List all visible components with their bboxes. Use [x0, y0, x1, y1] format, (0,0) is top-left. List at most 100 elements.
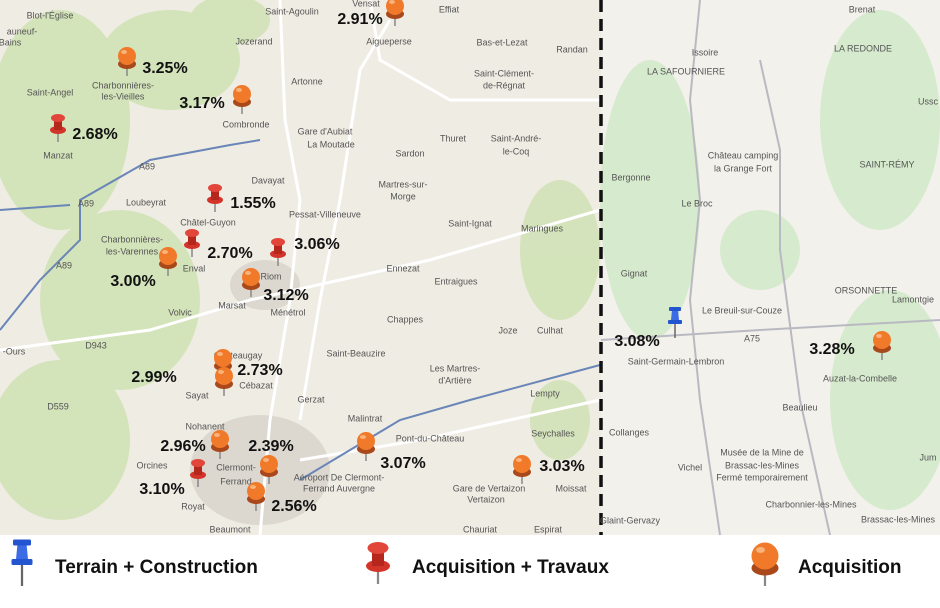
place-name: le-Coq [503, 146, 530, 156]
red-pin [207, 184, 223, 212]
orange-pin [751, 542, 779, 586]
place-name: Jum [919, 452, 936, 462]
pin-head [233, 85, 251, 103]
place-name: Beaulieu [782, 402, 817, 412]
place-name: A75 [744, 333, 760, 343]
pin-head [513, 455, 531, 473]
place-name: Malintrat [348, 413, 383, 423]
pin-body [16, 544, 28, 559]
place-name: Gare d'Aubiat [298, 126, 353, 136]
pin-shine [218, 370, 224, 374]
orange-pin [233, 85, 251, 114]
road [759, 59, 831, 536]
orange-pin [159, 247, 177, 276]
forest [0, 360, 130, 520]
marker-label: 3.28% [809, 341, 854, 358]
forest [520, 180, 600, 320]
place-name: Entraigues [434, 276, 478, 286]
place-name: Effiat [439, 4, 460, 14]
orange-pin [211, 430, 229, 459]
place-name: Sayat [185, 390, 209, 400]
right-roads [600, 0, 940, 536]
pin-head [13, 539, 31, 546]
place-name: Châteaugay [214, 350, 263, 360]
pin-shine [214, 433, 220, 437]
pin-head [159, 247, 177, 265]
place-name: Moissat [555, 483, 587, 493]
pin-body [54, 119, 62, 130]
place-name: Nohanent [185, 421, 225, 431]
place-name: Ferrand [220, 476, 252, 486]
place-name: Gignat [621, 268, 648, 278]
forest [830, 290, 940, 510]
road [258, 0, 302, 536]
place-name: Randan [556, 44, 588, 54]
place-name: Bains [0, 37, 22, 47]
place-name: Brassac-les-Mines [725, 460, 800, 470]
place-name: Joze [498, 325, 517, 335]
place-name: Davayat [251, 175, 285, 185]
place-name: Ferrand Auvergne [303, 483, 375, 493]
place-name: Ennezat [386, 263, 420, 273]
place-name: Saint-Beauzire [326, 348, 385, 358]
red-pin [50, 114, 66, 142]
place-name: Saint-Clément- [474, 68, 534, 78]
marker-label: 2.70% [207, 245, 252, 262]
pin-head [208, 184, 222, 192]
orange-pin [873, 331, 891, 360]
place-name: La Moutade [307, 139, 355, 149]
orange-pin [242, 268, 260, 297]
marker-label: 2.91% [337, 11, 382, 28]
place-name: Blot-l'Église [27, 10, 74, 20]
place-name: Enval [183, 263, 206, 273]
highway [299, 364, 601, 481]
place-name: Bergonne [611, 172, 650, 182]
place-name: Cébazat [239, 380, 273, 390]
orange-pin [247, 482, 265, 511]
pin-shine [756, 547, 765, 553]
place-name: Aigueperse [366, 36, 412, 46]
place-name: Saint-Angel [27, 87, 74, 97]
marker-label: 3.00% [110, 273, 155, 290]
pin-shine [162, 250, 168, 254]
blue-pin [668, 307, 682, 338]
red-pin [366, 542, 390, 584]
red-pin [190, 459, 206, 487]
marker-label: 3.08% [614, 333, 659, 350]
place-name: Riom [260, 271, 281, 281]
pin-base [668, 320, 682, 324]
pin-head [751, 542, 779, 570]
pin-head [669, 307, 681, 311]
place-name: Sardon [395, 148, 424, 158]
place-name: la Grange Fort [714, 163, 773, 173]
place-name: Maringues [521, 223, 564, 233]
orange-pin [386, 0, 404, 26]
place-name: Vertaizon [467, 494, 505, 504]
place-name: de-Régnat [483, 80, 526, 90]
place-name: les-Varennes [106, 246, 159, 256]
place-name: Brenat [849, 4, 876, 14]
markers: 2.91% 3.25% 3.17% 2.68% 1.55% 2.70% 3.06% 3.00%… [50, 0, 891, 515]
pin-head [260, 455, 278, 473]
marker-label: 3.03% [539, 458, 584, 475]
place-name: Saint-Ignat [448, 218, 492, 228]
pin-body [211, 189, 219, 200]
marker-label: 3.06% [294, 236, 339, 253]
orange-pin [357, 432, 375, 461]
place-name: Gare de Vertaizon [453, 483, 526, 493]
place-name: Le Broc [681, 198, 713, 208]
pin-base [11, 559, 33, 565]
place-name: Fermé temporairement [716, 472, 808, 482]
vegetation [0, 0, 600, 520]
place-name: Loubeyrat [126, 197, 167, 207]
place-name: Gerzat [297, 394, 325, 404]
right-vegetation [600, 10, 940, 510]
pin-head [214, 349, 232, 367]
place-name: A89 [56, 260, 72, 270]
place-name: Combronde [222, 119, 269, 129]
place-name: ORSONNETTE [835, 285, 898, 295]
pin-head [242, 268, 260, 286]
place-name: Culhat [537, 325, 564, 335]
place-name: LA SAFOURNIERE [647, 66, 725, 76]
